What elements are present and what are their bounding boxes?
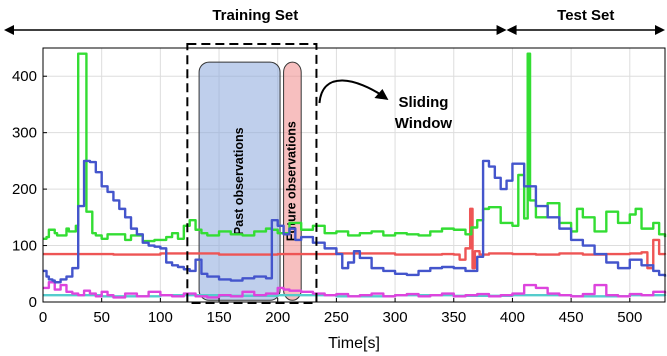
span-arrows: Training Set Test Set bbox=[4, 7, 665, 35]
x-tick-label: 50 bbox=[93, 309, 110, 326]
x-axis-label: Time[s] bbox=[328, 335, 380, 352]
y-tick-label: 400 bbox=[12, 68, 37, 85]
series-line-magenta bbox=[43, 281, 667, 299]
sliding-window-label: Sliding bbox=[398, 94, 448, 111]
series-layer bbox=[43, 52, 667, 299]
x-tick-label: 500 bbox=[617, 309, 642, 326]
x-tick-label: 150 bbox=[207, 309, 232, 326]
x-tick-label: 400 bbox=[500, 309, 525, 326]
sliding-window-label: Window bbox=[395, 115, 453, 132]
span-arrowhead bbox=[4, 25, 14, 35]
sliding-window-arrowhead bbox=[374, 89, 389, 100]
region-label: Past observations bbox=[232, 127, 246, 235]
x-tick-label: 350 bbox=[441, 309, 466, 326]
x-tick-label: 100 bbox=[148, 309, 173, 326]
x-axis: 0 50 100 150 200 250 300 350 400 450 500 bbox=[39, 298, 642, 326]
span-label: Test Set bbox=[557, 7, 614, 24]
regions: Past observations Future observations bbox=[198, 61, 302, 301]
y-tick-label: 200 bbox=[12, 181, 37, 198]
span-arrowhead bbox=[496, 25, 507, 35]
span-arrowhead bbox=[506, 25, 517, 35]
x-tick-label: 250 bbox=[324, 309, 349, 326]
region-label: Future observations bbox=[285, 121, 299, 241]
x-tick-label: 450 bbox=[559, 309, 584, 326]
x-tick-label: 300 bbox=[383, 309, 408, 326]
series-line-red bbox=[43, 207, 667, 270]
y-axis: 0 100 200 300 400 bbox=[12, 68, 47, 311]
sliding-window-arrow bbox=[318, 79, 386, 104]
y-tick-label: 0 bbox=[29, 294, 37, 311]
sliding-window: Sliding Window bbox=[186, 43, 453, 304]
y-tick-label: 100 bbox=[12, 238, 37, 255]
grid bbox=[42, 48, 665, 303]
span-arrowhead bbox=[655, 25, 665, 35]
span-label: Training Set bbox=[212, 7, 298, 24]
series-line-green bbox=[43, 52, 667, 243]
x-tick-label: 0 bbox=[39, 309, 47, 326]
series-line-blue bbox=[43, 159, 667, 284]
sliding-window-box bbox=[186, 43, 318, 304]
plot-frame bbox=[42, 47, 666, 303]
y-tick-label: 300 bbox=[12, 125, 37, 142]
region-box bbox=[198, 61, 281, 301]
x-tick-label: 200 bbox=[265, 309, 290, 326]
